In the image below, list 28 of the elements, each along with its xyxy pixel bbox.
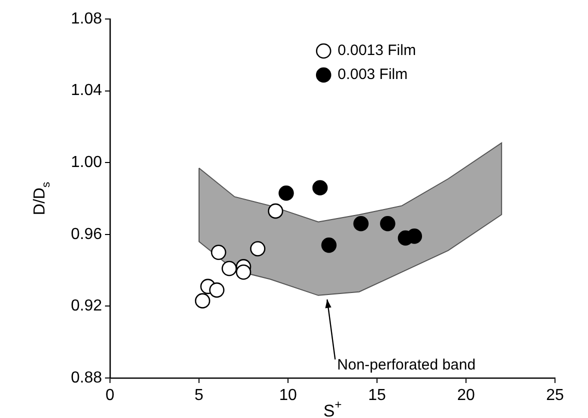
x-tick-label: 5 — [194, 387, 204, 404]
legend-label: 0.0013 Film — [338, 42, 416, 60]
y-tick-label: 1.08 — [70, 10, 102, 28]
y-tick-label: 1.04 — [70, 82, 102, 100]
point — [268, 203, 284, 219]
x-tick-label: 10 — [279, 387, 297, 404]
point — [353, 216, 369, 232]
y-tick-label: 0.92 — [70, 298, 102, 315]
point — [278, 185, 294, 201]
point — [250, 241, 266, 256]
x-tick-label: 25 — [546, 387, 564, 404]
y-tick-label: 0.96 — [70, 226, 102, 243]
x-axis-title: S+ — [323, 397, 342, 418]
point — [380, 216, 396, 232]
x-tick-label: 0 — [106, 387, 115, 404]
annotation: Non-perforated band — [337, 356, 476, 374]
x-tick-label: 15 — [368, 387, 386, 404]
point — [406, 228, 422, 244]
point — [222, 260, 237, 276]
point — [321, 238, 337, 253]
point — [210, 244, 226, 260]
y-axis-title: D/Ds — [31, 182, 52, 216]
point — [236, 264, 252, 280]
x-tick-label: 20 — [457, 387, 475, 404]
legend-label: 0.003 Film — [338, 66, 408, 84]
point — [312, 180, 328, 196]
y-tick-label: 1.00 — [70, 154, 102, 172]
y-tick-label: 0.88 — [70, 369, 102, 386]
